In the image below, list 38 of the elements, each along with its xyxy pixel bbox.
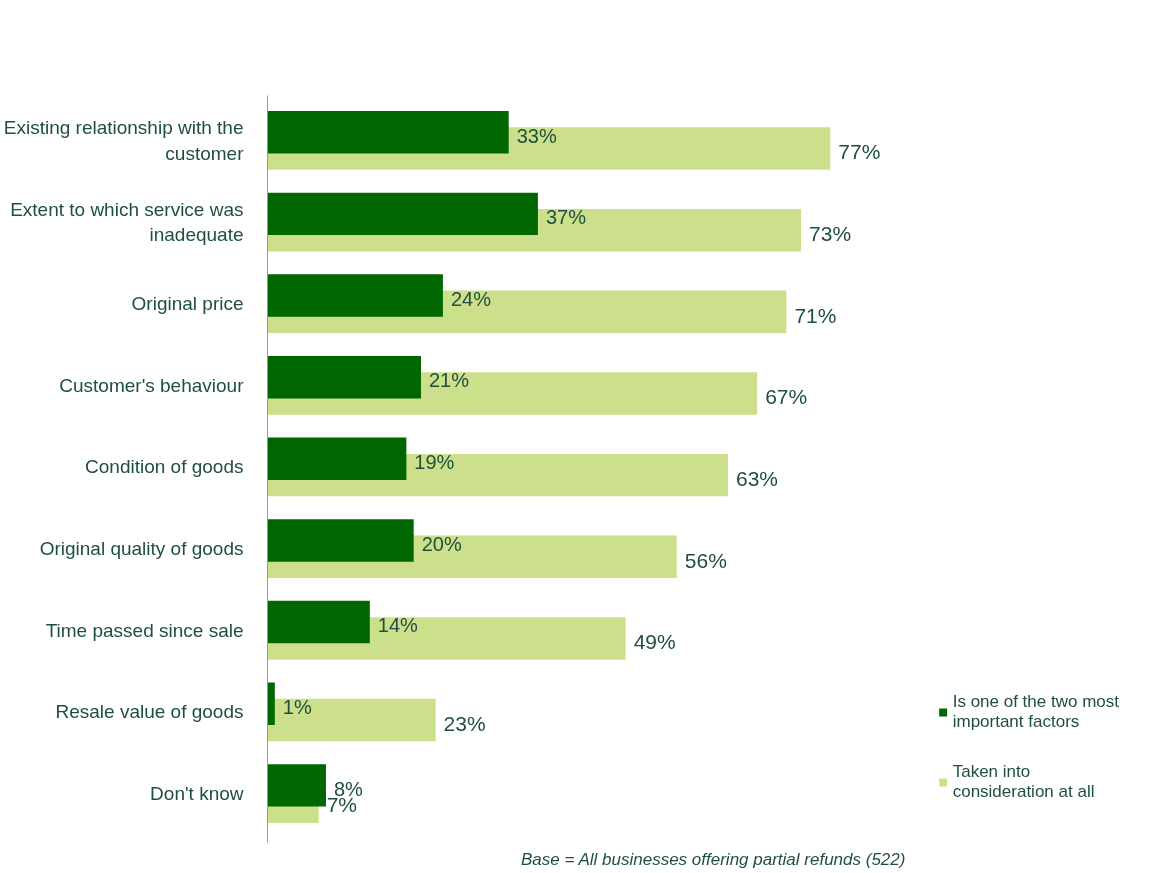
data-label: 37% — [545, 206, 587, 229]
bar — [267, 682, 275, 725]
data-label: 21% — [428, 369, 470, 392]
data-label: 1% — [282, 695, 312, 718]
bar — [267, 519, 414, 562]
data-label: 14% — [377, 614, 419, 637]
y-tick-label: Time passed since sale — [45, 619, 244, 641]
y-tick-label: Extent to which service was inadequate — [10, 198, 244, 246]
bar — [267, 355, 421, 399]
data-label: 71% — [794, 303, 837, 327]
legend-label: Is one of the two most important factors — [952, 692, 1119, 732]
legend-label: Taken into consideration at all — [952, 762, 1095, 802]
bar — [267, 764, 326, 807]
y-tick-label: Original quality of goods — [39, 538, 244, 560]
data-label: 19% — [414, 451, 455, 474]
data-label: 49% — [633, 630, 676, 654]
text: Base = All businesses offering partial refunds (522) — [520, 849, 906, 869]
y-tick-label: Don't know — [150, 783, 244, 805]
y-tick-label: Original price — [131, 293, 244, 315]
bar — [267, 698, 436, 742]
data-label: 56% — [684, 548, 727, 572]
data-label: 63% — [735, 466, 778, 490]
data-label: 77% — [838, 140, 881, 164]
bar — [267, 437, 407, 481]
bar — [267, 192, 538, 236]
data-label: 24% — [450, 287, 492, 310]
bar — [267, 600, 370, 644]
y-tick-label: Resale value of goods — [55, 701, 244, 723]
data-label: 67% — [765, 385, 808, 409]
data-label: 33% — [516, 124, 557, 147]
bar — [267, 274, 443, 317]
y-tick-label: Customer's behaviour — [59, 374, 245, 396]
bar — [267, 111, 509, 154]
data-label: 23% — [443, 711, 486, 735]
data-label: 20% — [421, 532, 462, 555]
y-tick-label: Condition of goods — [85, 456, 244, 478]
data-label: 73% — [809, 221, 852, 245]
y-tick-label: Existing relationship with the customer — [3, 117, 245, 164]
